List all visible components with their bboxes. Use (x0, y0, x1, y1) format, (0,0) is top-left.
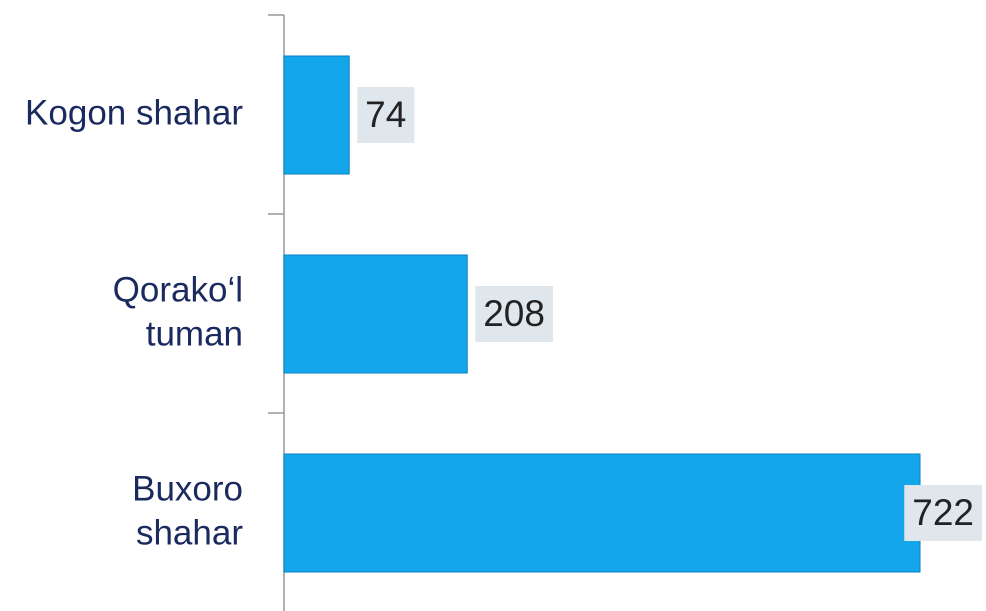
value-label: 74 (365, 94, 406, 135)
value-label: 722 (912, 492, 974, 533)
category-label: shahar (136, 513, 243, 552)
category-label: tuman (146, 314, 243, 353)
value-label-bg (357, 87, 415, 143)
bar (283, 453, 921, 573)
category-label: Kogon shahar (25, 93, 243, 132)
value-label: 208 (483, 293, 545, 334)
category-label: Qorako‘l (113, 270, 243, 309)
value-label-bg (475, 286, 553, 342)
bar (283, 55, 350, 175)
bar (283, 254, 468, 374)
value-label-bg (904, 485, 982, 541)
category-label: Buxoro (132, 469, 243, 508)
